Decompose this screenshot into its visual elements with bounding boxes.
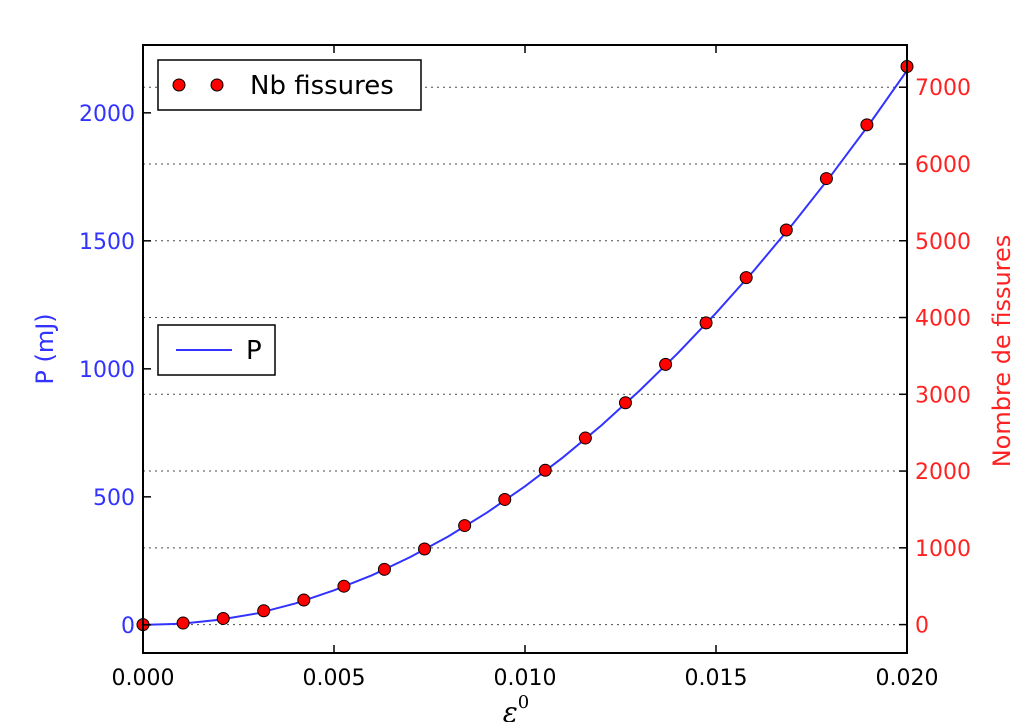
legend-label-p: P [246,336,262,366]
right-y-tick-label: 6000 [915,153,971,178]
x-axis: 0.000 0.005 0.010 0.015 0.020 [112,45,939,691]
right-y-axis: 0 1000 2000 3000 4000 5000 6000 7000 [899,76,971,639]
right-y-tick-label: 2000 [915,460,971,485]
x-tick-label: 0.005 [303,666,366,691]
left-y-axis-title: P (mJ) [31,313,59,384]
right-y-tick-label: 4000 [915,307,971,332]
data-point-nb-fissures [257,604,271,618]
x-tick-label: 0.020 [876,666,939,691]
data-point-nb-fissures [578,431,592,445]
data-point-nb-fissures [618,396,632,410]
data-point-nb-fissures [337,579,351,593]
right-y-axis-title: Nombre de fissures [988,235,1016,468]
data-point-nb-fissures [418,542,432,556]
right-y-tick-label: 1000 [915,537,971,562]
legend-label-nb-fissures: Nb fissures [250,71,394,101]
data-point-nb-fissures [699,316,713,330]
x-tick-label: 0.015 [685,666,748,691]
left-y-tick-label: 0 [121,614,135,639]
right-y-tick-label: 0 [915,614,929,639]
series-layer [136,59,914,632]
left-y-tick-label: 1500 [79,230,135,255]
data-point-nb-fissures [498,492,512,506]
data-point-nb-fissures [538,463,552,477]
data-point-nb-fissures [458,519,472,533]
x-tick-label: 0.000 [112,666,175,691]
data-point-nb-fissures [860,118,874,132]
data-point-nb-fissures [779,223,793,237]
x-axis-title-superscript: 0 [518,692,529,713]
data-point-nb-fissures [216,611,230,625]
right-y-tick-label: 7000 [915,76,971,101]
data-point-nb-fissures [176,616,190,630]
x-axis-title: ε0 [503,692,529,722]
right-y-tick-label: 3000 [915,383,971,408]
data-point-nb-fissures [377,562,391,576]
legend-marker-dot [172,78,186,92]
legend-box [157,59,422,111]
data-point-nb-fissures [659,357,673,371]
legend-nb-fissures: Nb fissures [157,59,422,111]
x-axis-title-symbol: ε [503,696,518,722]
x-tick-label: 0.010 [494,666,557,691]
series-line-p [142,70,908,626]
left-y-tick-label: 500 [93,486,135,511]
legend-p: P [157,324,276,376]
left-y-tick-label: 2000 [79,102,135,127]
left-y-tick-label: 1000 [79,358,135,383]
data-point-nb-fissures [739,271,753,285]
data-point-nb-fissures [819,172,833,186]
data-point-nb-fissures [297,593,311,607]
right-y-tick-label: 5000 [915,230,971,255]
left-y-axis: 0 500 1000 1500 2000 [79,102,151,639]
legend-marker-dot [210,78,224,92]
